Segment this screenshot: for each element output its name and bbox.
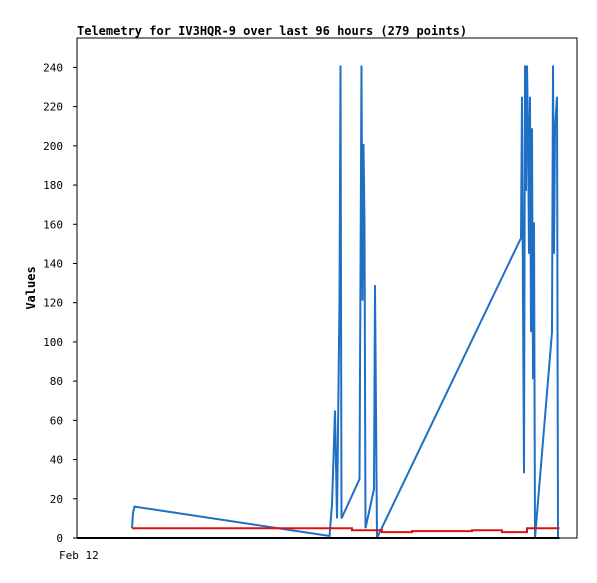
y-tick-label: 80 — [50, 375, 63, 388]
x-tick-label: Feb 12 — [59, 549, 99, 562]
y-tick-label: 100 — [43, 336, 63, 349]
series-layer — [77, 65, 560, 539]
y-tick-label: 20 — [50, 493, 63, 506]
y-tick-label: 140 — [43, 257, 63, 270]
y-tick-label: 220 — [43, 101, 63, 114]
y-tick-label: 180 — [43, 179, 63, 192]
y-tick-label: 200 — [43, 140, 63, 153]
y-tick-label: 160 — [43, 218, 63, 231]
y-tick-label: 120 — [43, 297, 63, 310]
y-axis-ticks: 0 20 40 60 80 100 120 140 160 180 200 220 240 — [43, 61, 77, 545]
y-tick-label: 240 — [43, 61, 63, 74]
y-tick-label: 0 — [56, 532, 63, 545]
y-tick-label: 60 — [50, 414, 63, 427]
plot-area-frame — [76, 37, 578, 539]
series-line-1 — [132, 527, 560, 534]
y-tick-label: 40 — [50, 454, 63, 467]
y-axis-label: Values — [24, 266, 38, 309]
chart-title: Telemetry for IV3HQR-9 over last 96 hour… — [77, 24, 467, 38]
